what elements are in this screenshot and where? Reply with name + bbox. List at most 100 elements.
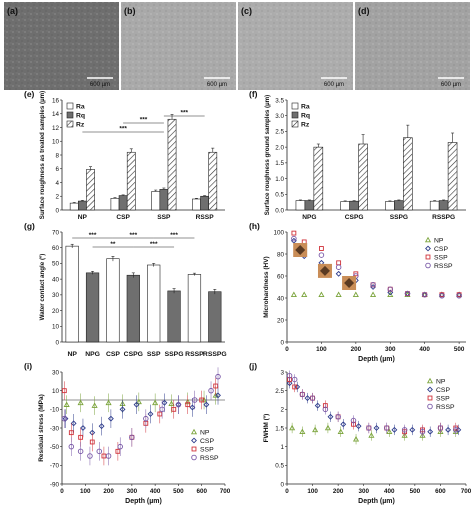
data-point — [129, 434, 135, 441]
x-category-label: CSP — [116, 214, 130, 221]
legend-marker-ssp — [191, 446, 197, 452]
x-category-label: NPG — [302, 214, 316, 221]
data-point — [421, 291, 428, 298]
y-tick-label: 12 — [52, 125, 60, 132]
x-tick-label: 500 — [173, 488, 184, 495]
bar-npg — [85, 272, 100, 343]
legend-marker-rssp — [191, 454, 197, 461]
x-category-label: RSSPG — [203, 351, 227, 358]
bar-rz — [126, 151, 136, 211]
y-tick-label: -10 — [50, 407, 60, 414]
data-point — [319, 246, 324, 251]
data-point — [159, 406, 165, 413]
panel-label-e: (e) — [24, 89, 35, 99]
data-point — [386, 428, 393, 435]
legend-label-np: NP — [436, 378, 446, 385]
data-point — [175, 401, 182, 408]
scale-bar-label: 600 µm — [207, 82, 227, 88]
bar-rsspg — [208, 291, 222, 343]
legend-label-ra: Ra — [76, 104, 85, 111]
data-point — [203, 401, 210, 408]
bar-ra — [385, 201, 395, 211]
scale-bar-label: 600 µm — [324, 82, 344, 88]
data-point — [437, 425, 444, 431]
data-point — [299, 428, 306, 435]
data-point — [119, 406, 126, 413]
micrograph-a: (a) 600 µm — [4, 2, 119, 90]
x-tick-label: 100 — [307, 488, 318, 495]
chart-panel-j: 0 0.5 1 1.5 2 2.5 3 0 100 200 300 400 500 600 700 NP CSP… — [249, 361, 472, 505]
y-tick-label: 3.5 — [275, 97, 284, 104]
data-point — [352, 435, 360, 442]
data-point — [304, 395, 311, 402]
legend-label-csp: CSP — [434, 246, 448, 253]
panel-label-d: (d) — [358, 6, 370, 16]
y-tick-label: 50 — [52, 261, 60, 268]
legend-label-rssp: RSSP — [200, 455, 219, 462]
data-point — [189, 404, 196, 411]
data-point — [335, 264, 342, 270]
data-point — [199, 397, 205, 403]
significance-label: *** — [180, 110, 188, 117]
legend-label-rssp: RSSP — [434, 263, 453, 270]
x-category-label: RSSP — [196, 214, 215, 221]
legend-label-rssp: RSSP — [436, 404, 455, 411]
y-tick-label: -90 — [50, 481, 60, 488]
series-rssp — [286, 370, 459, 437]
panel-label-c: (c) — [241, 6, 252, 16]
x-tick-label: 600 — [435, 488, 446, 495]
x-category-label: SSPG — [165, 351, 184, 358]
x-axis-title: Depth (µm) — [358, 356, 395, 363]
data-point — [98, 423, 105, 430]
data-point — [96, 448, 103, 455]
x-tick-label: 300 — [127, 488, 138, 495]
micrograph-texture — [121, 2, 236, 90]
micrograph-texture — [4, 2, 119, 90]
bar-rq — [304, 200, 315, 211]
y-tick-label: 1.5 — [275, 425, 284, 432]
data-point — [299, 391, 306, 398]
x-tick-label: 200 — [103, 488, 114, 495]
data-point — [133, 401, 140, 408]
y-tick-label: 16 — [52, 97, 60, 104]
data-point — [63, 401, 70, 407]
data-point — [61, 415, 68, 422]
chart-panel-g: 0 10 20 30 40 50 60 70 NP NPG CSP CSPG SSP SSPG RSSP RS… — [24, 221, 227, 358]
series-csp — [62, 386, 221, 442]
bar-ra — [69, 202, 79, 211]
x-category-label: CSPG — [345, 214, 364, 221]
data-point — [291, 376, 298, 383]
legend-label-rz: Rz — [301, 122, 310, 129]
data-point — [370, 282, 376, 288]
data-point — [143, 415, 149, 422]
data-point — [437, 428, 444, 435]
micrograph-texture — [238, 2, 353, 90]
legend-swatch-rq — [291, 111, 299, 119]
data-point — [387, 289, 394, 296]
data-point — [383, 425, 390, 431]
micrograph-c: (c) 600 µm — [238, 2, 353, 90]
data-point — [387, 291, 394, 297]
bar-rz — [358, 143, 368, 211]
data-point — [301, 291, 308, 297]
y-tick-label: 2.5 — [275, 129, 284, 136]
series-np — [290, 291, 463, 297]
bar-rq — [438, 200, 449, 211]
micrograph-b: (b) 600 µm — [121, 2, 236, 90]
bar-rz — [313, 146, 324, 211]
data-point — [387, 286, 394, 292]
data-point — [456, 293, 462, 299]
data-point — [291, 230, 297, 236]
bar-ra — [340, 201, 350, 211]
legend-label-ra: Ra — [301, 104, 310, 111]
scale-bar-label: 600 µm — [441, 82, 461, 88]
legend-marker-np — [424, 236, 432, 243]
data-point — [290, 291, 297, 297]
data-point — [404, 290, 411, 297]
panel-label-b: (b) — [124, 6, 136, 16]
data-point — [337, 428, 344, 435]
data-point — [312, 426, 319, 433]
data-point — [117, 443, 123, 450]
significance-label: ** — [110, 241, 116, 248]
